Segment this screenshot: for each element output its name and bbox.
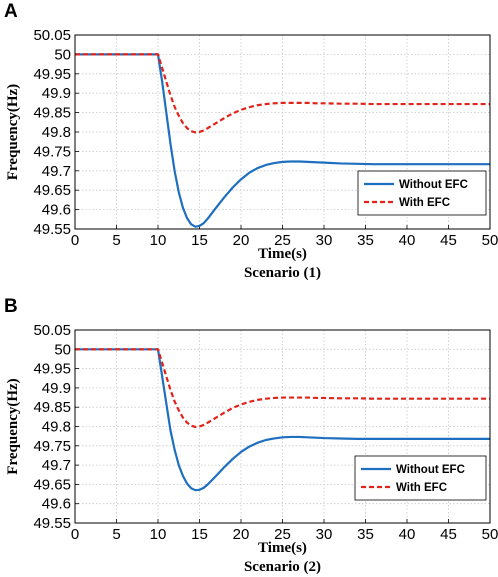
x-tick-label: 20 <box>233 232 250 249</box>
x-tick-label: 0 <box>71 526 79 543</box>
x-tick-label: 50 <box>482 526 498 543</box>
y-tick-label: 49.65 <box>33 182 71 199</box>
legend: Without EFC With EFC <box>354 455 487 501</box>
x-tick-label: 25 <box>274 526 291 543</box>
x-tick-label: 5 <box>112 526 120 543</box>
y-tick-label: 49.7 <box>42 163 71 180</box>
y-tick-label: 49.75 <box>33 143 71 160</box>
y-tick-label: 49.7 <box>42 457 71 474</box>
x-tick-label: 40 <box>399 232 416 249</box>
x-tick-label: 15 <box>191 232 208 249</box>
x-tick-label: 5 <box>112 232 120 249</box>
legend-box <box>354 455 487 501</box>
chart-panel-a: A 0 5 10 15 20 25 30 35 40 45 50 50.05 50 49.95 49.9 49.… <box>4 1 498 281</box>
x-tick-label: 0 <box>71 232 79 249</box>
y-axis-title: Frequency(Hz) <box>5 378 21 474</box>
legend-label: With EFC <box>399 197 450 209</box>
y-tick-label: 49.8 <box>42 124 71 141</box>
y-tick-label: 50.05 <box>33 322 71 339</box>
x-tick-label: 45 <box>440 526 457 543</box>
y-tick-label: 49.55 <box>33 515 71 532</box>
y-tick-label: 50 <box>54 341 71 358</box>
series-line-with-efc <box>75 53 490 134</box>
chart-title: Scenario (2) <box>244 559 321 575</box>
x-tick-label: 50 <box>482 232 498 249</box>
y-tick-label: 49.75 <box>33 438 71 455</box>
plot-frame <box>74 329 491 524</box>
y-tick-label: 50 <box>54 46 71 63</box>
y-tick-label: 49.9 <box>42 380 71 397</box>
plot-frame <box>74 34 491 230</box>
chart-panel-b: B 0 5 10 15 20 25 30 35 40 45 50 50.05 50 49.95 49.9 49.… <box>4 296 498 575</box>
x-axis-title: Time(s) <box>258 540 307 556</box>
x-tick-label: 40 <box>399 526 416 543</box>
series-line-without-efc <box>75 348 490 492</box>
x-tick-label: 10 <box>150 232 167 249</box>
series-line-with-efc <box>75 348 490 428</box>
y-tick-label: 49.9 <box>42 85 71 102</box>
y-tick-label: 49.95 <box>33 66 71 83</box>
x-tick-label: 10 <box>150 526 167 543</box>
legend-label: Without EFC <box>396 464 465 476</box>
x-tick-label: 15 <box>191 526 208 543</box>
x-tick-label: 30 <box>316 526 333 543</box>
x-tick-label: 35 <box>357 232 374 249</box>
panel-label: B <box>4 296 18 317</box>
x-tick-label: 35 <box>357 526 374 543</box>
y-tick-label: 49.6 <box>42 496 71 513</box>
y-tick-label: 49.6 <box>42 202 71 219</box>
legend: Without EFC With EFC <box>357 170 487 216</box>
x-axis-title: Time(s) <box>258 246 307 262</box>
chart-title: Scenario (1) <box>244 265 321 281</box>
y-tick-label: 49.85 <box>33 105 71 122</box>
y-axis-title: Frequency(Hz) <box>5 84 21 180</box>
x-tick-label: 45 <box>440 232 457 249</box>
y-tick-label: 49.85 <box>33 399 71 416</box>
y-tick-label: 49.65 <box>33 476 71 493</box>
y-tick-label: 49.55 <box>33 221 71 238</box>
x-tick-label: 20 <box>233 526 250 543</box>
x-tick-label: 30 <box>316 232 333 249</box>
legend-label: Without EFC <box>399 179 468 191</box>
y-tick-label: 50.05 <box>33 27 71 44</box>
legend-label: With EFC <box>396 482 447 494</box>
panel-label: A <box>4 1 18 22</box>
legend-box <box>357 170 487 216</box>
y-tick-label: 49.8 <box>42 419 71 436</box>
series-line-without-efc <box>75 53 490 228</box>
y-tick-label: 49.95 <box>33 361 71 378</box>
x-tick-label: 25 <box>274 232 291 249</box>
